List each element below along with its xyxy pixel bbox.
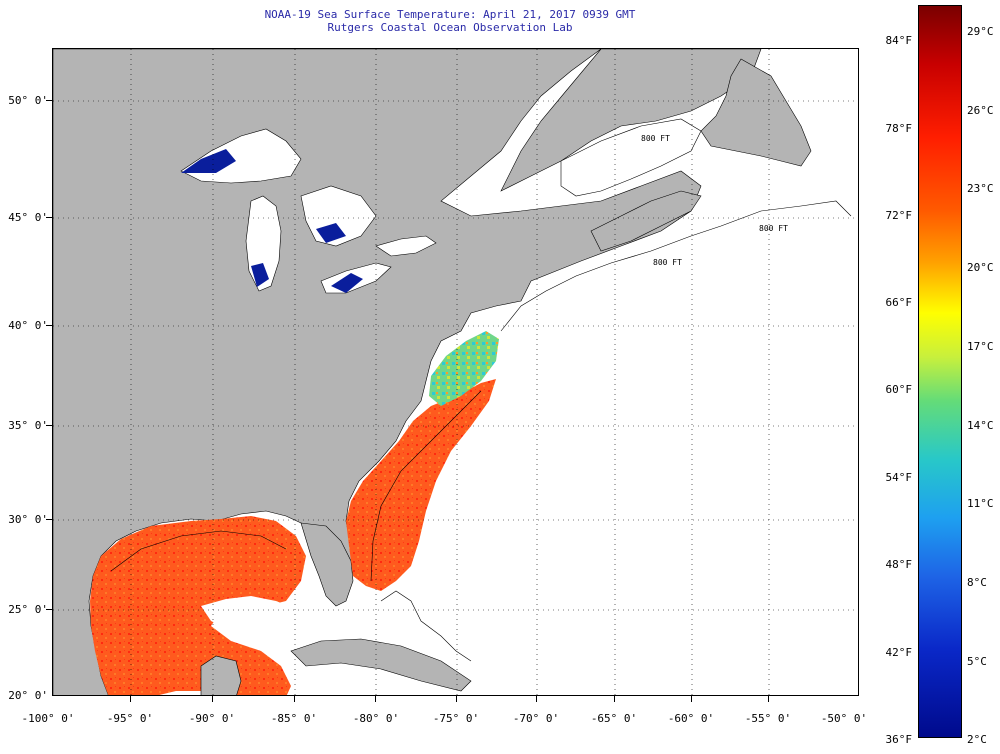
colorbar-f-label: 78°F <box>885 122 913 135</box>
lat-label-40: 40° 0' <box>8 319 48 332</box>
lat-label-30: 30° 0' <box>8 513 48 526</box>
lon-tick <box>212 696 213 702</box>
depth-contour <box>110 200 852 582</box>
contour-label: 800 FT <box>641 134 670 143</box>
lon-tick <box>614 696 615 702</box>
sst-gulf-of-mexico <box>90 516 306 695</box>
lon-tick <box>375 696 376 702</box>
graticule <box>53 49 858 695</box>
colorbar-f-label: 36°F <box>885 733 913 746</box>
contour-label: 800 FT <box>759 224 788 233</box>
land-newfoundland <box>700 58 812 167</box>
lake-ontario <box>375 235 437 257</box>
land-north-america <box>53 49 702 695</box>
lat-label-45: 45° 0' <box>8 211 48 224</box>
lon-label-50: -50° 0' <box>820 712 868 725</box>
colorbar-f-label: 48°F <box>885 558 913 571</box>
colorbar-c-label: 5°C <box>967 655 987 668</box>
colorbar-c-label: 11°C <box>967 497 994 510</box>
colorbar-f-label: 42°F <box>885 646 913 659</box>
colorbar-f-label: 66°F <box>885 296 913 309</box>
colorbar-c-label: 14°C <box>967 419 994 432</box>
lake-michigan-cold <box>251 263 269 287</box>
lon-label-85: -85° 0' <box>270 712 318 725</box>
lon-tick <box>294 696 295 702</box>
lon-label-55: -55° 0' <box>744 712 792 725</box>
lat-tick <box>46 325 52 326</box>
lat-label-50: 50° 0' <box>8 94 48 107</box>
lat-tick <box>46 100 52 101</box>
lon-label-90: -90° 0' <box>188 712 236 725</box>
lat-label-35: 35° 0' <box>8 419 48 432</box>
lake-erie-cold <box>331 273 363 293</box>
map-subtitle: Rutgers Coastal Ocean Observation Lab <box>327 21 573 34</box>
colorbar-c-label: 29°C <box>967 25 994 38</box>
lon-label-60: -60° 0' <box>667 712 715 725</box>
colorbar-c-label: 26°C <box>967 104 994 117</box>
lat-tick <box>46 609 52 610</box>
land-cuba <box>290 638 472 692</box>
contour-label: 800 FT <box>653 258 682 267</box>
land-florida <box>300 522 354 607</box>
colorbar-f-label: 84°F <box>885 34 913 47</box>
gulf-st-lawrence <box>560 118 702 197</box>
lon-label-70: -70° 0' <box>512 712 560 725</box>
lon-label-95: -95° 0' <box>106 712 154 725</box>
lat-label-25: 25° 0' <box>8 603 48 616</box>
colorbar-c-label: 23°C <box>967 182 994 195</box>
lon-tick <box>456 696 457 702</box>
colorbar-c-label: 20°C <box>967 261 994 274</box>
temperature-colorbar <box>918 5 962 738</box>
lon-label-100: -100° 0' <box>21 712 75 725</box>
lake-huron-cold <box>316 223 346 243</box>
lon-label-80: -80° 0' <box>352 712 400 725</box>
map-title: NOAA-19 Sea Surface Temperature: April 2… <box>264 8 636 21</box>
sst-mid-atlantic <box>429 331 499 406</box>
colorbar-c-label: 17°C <box>967 340 994 353</box>
sst-gulf-stream <box>346 379 496 591</box>
lat-tick <box>46 217 52 218</box>
colorbar-f-label: 60°F <box>885 383 913 396</box>
lon-tick <box>536 696 537 702</box>
colorbar-c-label: 2°C <box>967 733 987 746</box>
lat-tick <box>46 519 52 520</box>
colorbar-c-label: 8°C <box>967 576 987 589</box>
lon-label-65: -65° 0' <box>590 712 638 725</box>
lon-tick <box>768 696 769 702</box>
cloud-gap-gulf <box>201 596 316 646</box>
lake-superior-cold <box>181 149 236 173</box>
lon-tick <box>130 696 131 702</box>
lat-tick <box>46 425 52 426</box>
sst-map-canvas: 800 FT 800 FT 800 FT <box>53 49 858 695</box>
colorbar-f-label: 54°F <box>885 471 913 484</box>
sst-map: 800 FT 800 FT 800 FT <box>52 48 859 696</box>
lon-label-75: -75° 0' <box>432 712 480 725</box>
lon-tick <box>691 696 692 702</box>
lat-label-20: 20° 0' <box>8 689 48 702</box>
land-nova-scotia <box>590 190 702 252</box>
bahamas-outline <box>380 590 472 662</box>
colorbar-f-label: 72°F <box>885 209 913 222</box>
land-yucatan <box>200 655 242 695</box>
